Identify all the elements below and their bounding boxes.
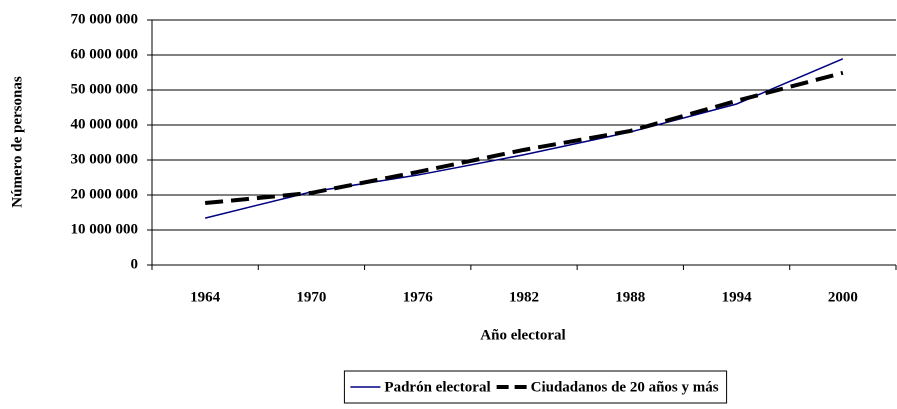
x-tick-label: 1964 [190,289,221,305]
legend-box [343,370,728,404]
legend-label: Padrón electoral [384,379,490,395]
x-tick-label: 2000 [828,289,858,305]
y-tick-label: 50 000 000 [71,81,139,97]
y-tick-label: 70 000 000 [71,11,139,27]
y-tick-label: 30 000 000 [71,151,139,167]
x-tick-label: 1976 [403,289,434,305]
legend: Padrón electoral Ciudadanos de 20 años y … [343,370,728,404]
y-tick-label: 0 [131,256,139,272]
x-axis-title: Año electoral [480,327,565,343]
series-line [204,70,844,206]
y-tick-label: 60 000 000 [71,46,139,62]
series-line [204,58,844,219]
y-tick-label: 20 000 000 [71,186,139,202]
y-tick-label: 10 000 000 [71,221,139,237]
legend-label: Ciudadanos de 20 años y más [531,379,719,395]
y-tick-label: 40 000 000 [71,116,139,132]
x-tick-label: 1994 [722,289,753,305]
x-tick-label: 1988 [615,289,645,305]
x-tick-label: 1970 [296,289,326,305]
y-axis-title: Número de personas [9,76,25,208]
x-tick-label: 1982 [509,289,539,305]
